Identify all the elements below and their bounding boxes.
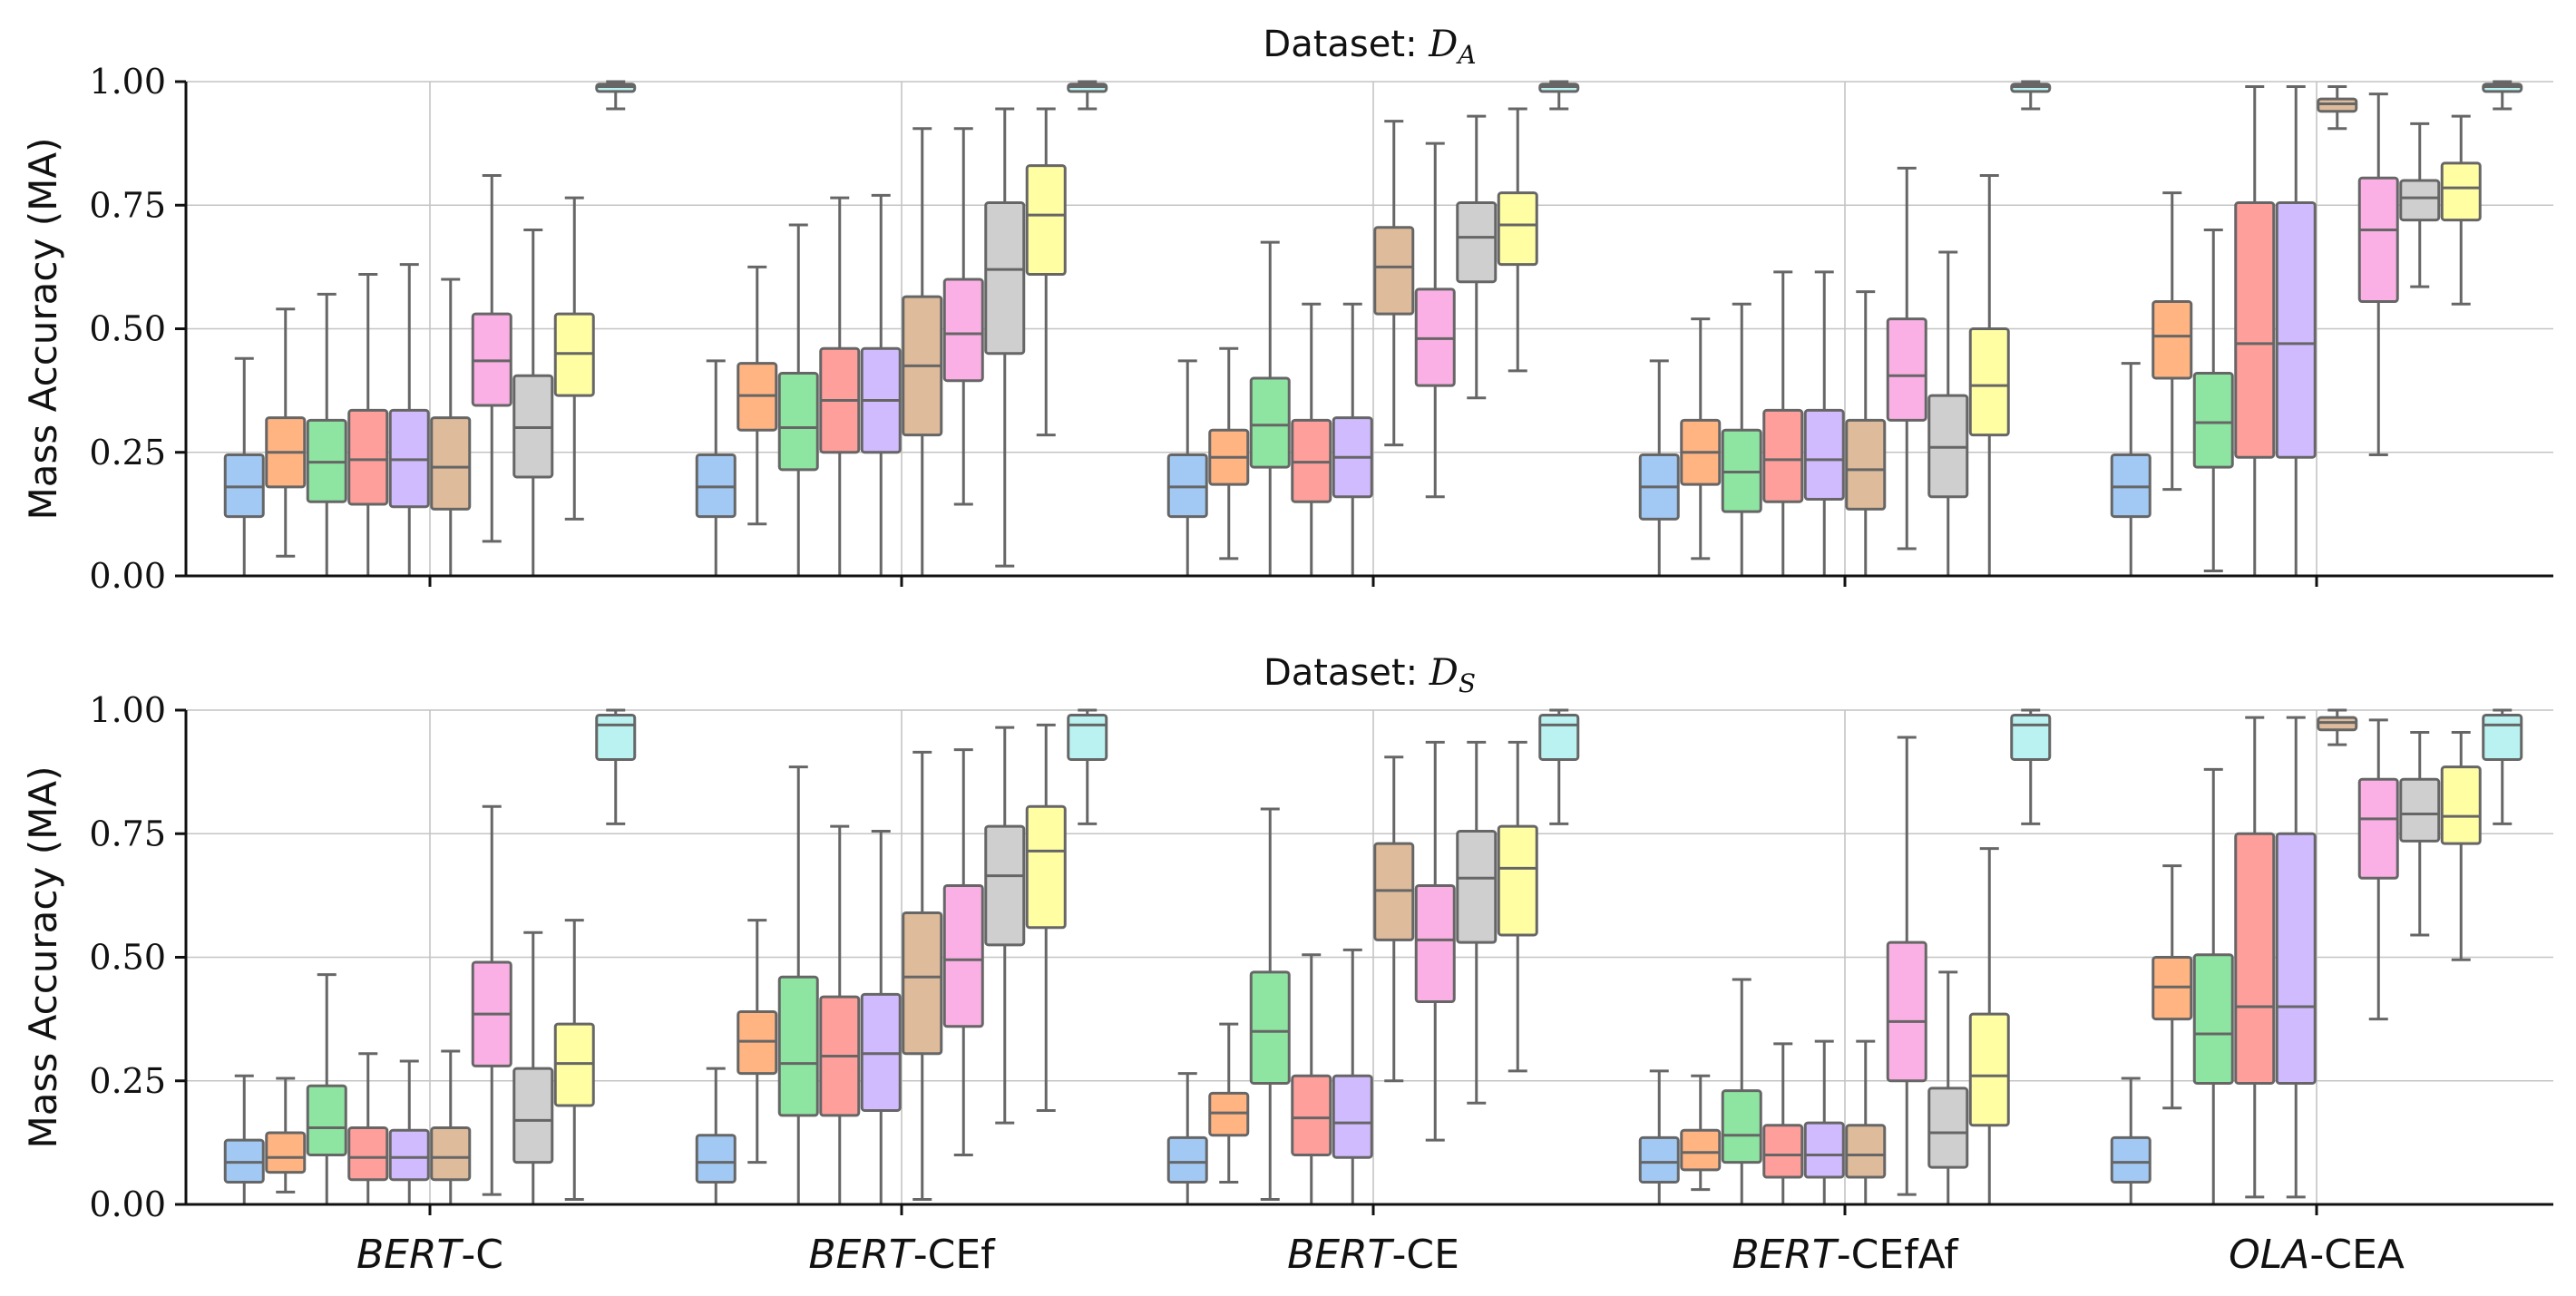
box [2399, 777, 2441, 843]
box [2152, 300, 2193, 380]
x-tick-label: OLA-CEA [2229, 1232, 2405, 1278]
box [1803, 408, 1845, 502]
box [2275, 201, 2317, 459]
box [1927, 1086, 1969, 1169]
box [595, 713, 637, 762]
box [2010, 713, 2052, 762]
box [1638, 1135, 1680, 1184]
box [2234, 832, 2276, 1085]
box [695, 1134, 737, 1184]
box [2234, 201, 2276, 459]
y-tick-label: 1.00 [89, 690, 166, 730]
box [777, 975, 819, 1117]
y-axis-label: Mass Accuracy (MA) [21, 138, 65, 521]
box [2110, 1135, 2152, 1184]
box [347, 1126, 389, 1182]
box [1025, 164, 1067, 277]
box [1166, 1135, 1208, 1184]
y-tick-label: 0.50 [89, 309, 166, 349]
box [512, 1067, 554, 1164]
box [1497, 191, 1538, 267]
box [984, 824, 1026, 947]
box [388, 1128, 430, 1182]
x-tick-label: BERT-CE [1287, 1232, 1459, 1278]
box [306, 1084, 347, 1156]
y-tick-label: 0.25 [89, 433, 166, 473]
box [1721, 1089, 1762, 1164]
box [430, 416, 472, 511]
y-tick-label: 0.75 [89, 814, 166, 853]
box [1845, 1124, 1887, 1179]
y-axis-label: Mass Accuracy (MA) [21, 766, 65, 1149]
box [942, 883, 984, 1028]
box [1803, 1121, 1845, 1179]
box [1886, 317, 1927, 422]
box [2192, 953, 2234, 1085]
box [1538, 713, 1580, 762]
box [777, 372, 819, 472]
box [984, 201, 1026, 356]
y-tick-label: 1.00 [89, 62, 166, 102]
x-tick-label: BERT-C [356, 1232, 503, 1278]
y-tick-label: 0.50 [89, 938, 166, 978]
y-tick-label: 0.00 [89, 1184, 166, 1224]
y-tick-label: 0.75 [89, 185, 166, 225]
box [1249, 970, 1291, 1085]
box [2357, 777, 2399, 880]
y-tick-label: 0.25 [89, 1061, 166, 1101]
box [2482, 713, 2523, 762]
box [1332, 1074, 1373, 1159]
box [1762, 1124, 1804, 1179]
panel-title: Dataset: DA [1263, 24, 1476, 70]
box [2440, 765, 2482, 845]
y-tick-label: 0.00 [89, 556, 166, 596]
box [1968, 327, 2010, 437]
box [1373, 226, 1415, 316]
box [430, 1126, 472, 1182]
box [1456, 201, 1498, 284]
box [1025, 804, 1067, 930]
box [2440, 161, 2482, 222]
box [1067, 713, 1108, 762]
box [1414, 883, 1456, 1004]
box [1456, 830, 1498, 944]
panel-title: Dataset: DS [1264, 652, 1476, 698]
box [2192, 372, 2234, 469]
box [1249, 376, 1291, 469]
box [942, 278, 984, 383]
box [347, 408, 389, 506]
box [1886, 940, 1927, 1083]
box [1680, 1128, 1722, 1172]
box [1845, 418, 1887, 511]
box [1968, 1012, 2010, 1127]
box [902, 911, 943, 1056]
box [2399, 179, 2441, 222]
x-tick-label: BERT-CEf [808, 1232, 996, 1278]
box [1497, 824, 1538, 937]
box [1291, 1074, 1332, 1157]
box [2357, 176, 2399, 304]
box [1762, 408, 1804, 503]
box [265, 1131, 307, 1174]
box [2275, 832, 2317, 1085]
x-tick-label: BERT-CEfAf [1732, 1232, 1959, 1278]
